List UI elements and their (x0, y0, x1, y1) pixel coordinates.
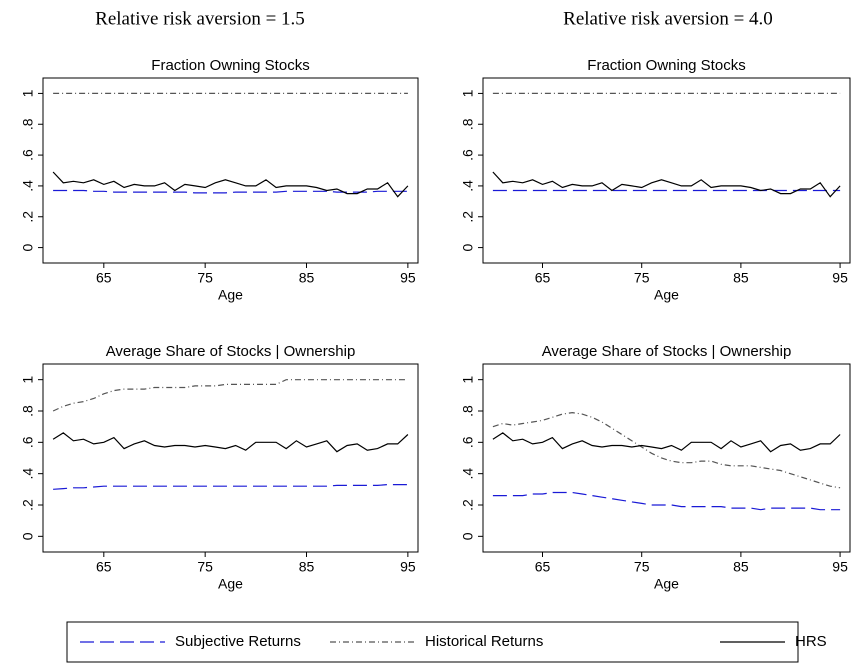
series-line (52, 379, 408, 412)
y-tick-label: .6 (460, 149, 476, 161)
y-tick-label: .4 (460, 468, 476, 480)
y-tick-label: 1 (460, 376, 476, 384)
x-tick-label: 65 (96, 559, 112, 575)
y-tick-label: .2 (460, 211, 476, 223)
x-tick-label: 85 (733, 270, 749, 286)
y-tick-label: .8 (460, 405, 476, 417)
column-title: Relative risk aversion = 1.5 (95, 8, 305, 29)
y-tick-label: 1 (20, 89, 36, 97)
y-tick-label: .8 (460, 118, 476, 130)
x-tick-label: 85 (299, 559, 315, 575)
legend-label: Subjective Returns (175, 633, 301, 650)
y-tick-label: 0 (460, 532, 476, 540)
plot-frame (482, 77, 851, 264)
x-tick-label: 75 (634, 270, 650, 286)
legend-label: HRS (795, 633, 827, 650)
x-tick-label: 95 (832, 270, 848, 286)
y-tick-label: .4 (20, 468, 36, 480)
plot-frame (42, 363, 419, 553)
y-tick-label: .6 (20, 149, 36, 161)
panel-title: Average Share of Stocks | Ownership (106, 343, 356, 360)
x-tick-label: 85 (733, 559, 749, 575)
column-title: Relative risk aversion = 4.0 (563, 8, 773, 29)
series-line (53, 189, 408, 194)
x-tick-label: 95 (400, 270, 416, 286)
x-tick-label: 75 (634, 559, 650, 575)
legend-box (66, 621, 799, 663)
x-axis-label: Age (654, 576, 679, 592)
x-axis-label: Age (218, 576, 243, 592)
panel-title: Average Share of Stocks | Ownership (542, 343, 792, 360)
y-tick-label: 1 (460, 89, 476, 97)
plot-frame (42, 77, 419, 264)
x-axis-label: Age (654, 287, 679, 303)
y-tick-label: .6 (20, 436, 36, 448)
y-tick-label: .8 (20, 118, 36, 130)
y-tick-label: .4 (20, 180, 36, 192)
series-line (492, 491, 841, 511)
panel-title: Fraction Owning Stocks (587, 57, 745, 74)
series-line (492, 432, 841, 453)
y-tick-label: 0 (20, 243, 36, 251)
x-tick-label: 85 (299, 270, 315, 286)
x-tick-label: 65 (96, 270, 112, 286)
series-line (52, 432, 409, 453)
x-tick-label: 95 (832, 559, 848, 575)
series-line (53, 484, 408, 490)
x-tick-label: 95 (400, 559, 416, 575)
plot-frame (482, 363, 851, 553)
y-tick-label: .4 (460, 180, 476, 192)
series-line (492, 171, 841, 198)
y-tick-label: .2 (20, 499, 36, 511)
series-line (52, 171, 409, 198)
x-axis-label: Age (218, 287, 243, 303)
legend-label: Historical Returns (425, 633, 543, 650)
x-tick-label: 75 (197, 270, 213, 286)
y-tick-label: .2 (20, 211, 36, 223)
y-tick-label: 0 (20, 532, 36, 540)
y-tick-label: 0 (460, 243, 476, 251)
x-tick-label: 65 (535, 559, 551, 575)
y-tick-label: .6 (460, 436, 476, 448)
series-line (492, 411, 841, 489)
y-tick-label: .2 (460, 499, 476, 511)
y-tick-label: 1 (20, 376, 36, 384)
x-tick-label: 65 (535, 270, 551, 286)
x-tick-label: 75 (197, 559, 213, 575)
y-tick-label: .8 (20, 405, 36, 417)
panel-title: Fraction Owning Stocks (151, 57, 309, 74)
